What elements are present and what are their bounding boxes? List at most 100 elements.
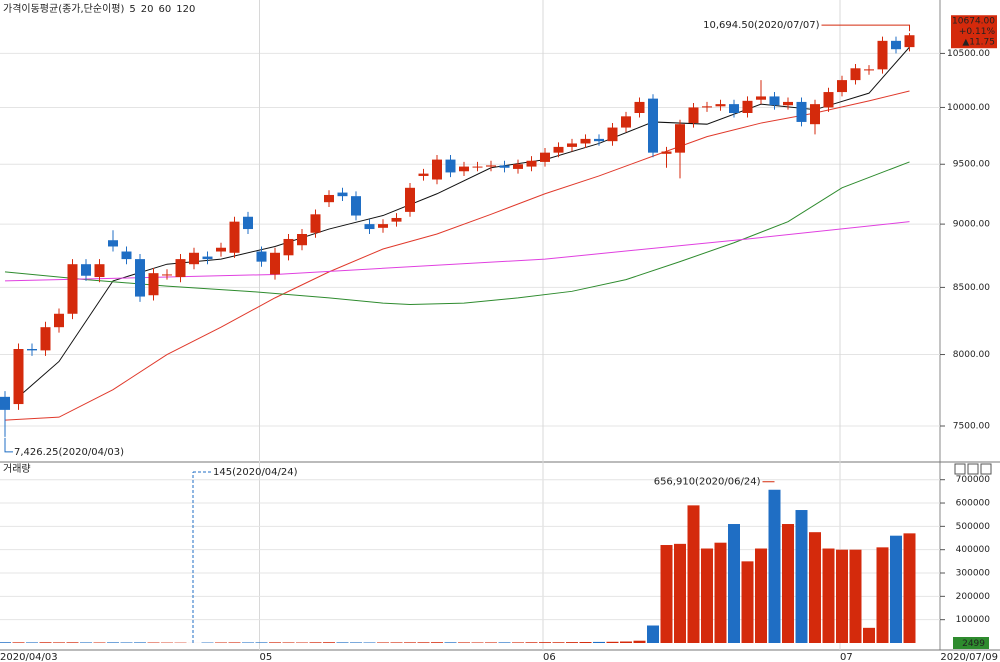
volume-bar [566, 642, 578, 643]
legend-entry: 20 [141, 4, 154, 15]
y-tick-label: 300000 [956, 569, 991, 579]
volume-bar [701, 548, 713, 643]
current-volume-box [953, 637, 989, 649]
volume-bar [674, 543, 686, 643]
volume-bar [107, 642, 119, 643]
candle-body [621, 116, 631, 128]
y-tick-label: 9500.00 [953, 160, 990, 170]
price-box-text: +0.11% [959, 27, 996, 37]
volume-bar [755, 548, 767, 643]
candle-body [567, 143, 577, 147]
y-tick-label: 500000 [956, 522, 991, 532]
volume-bar [512, 642, 524, 643]
x-tick-label: 07 [840, 652, 853, 662]
candle-body [40, 327, 51, 351]
candle-body [499, 165, 510, 168]
candle-body [459, 166, 469, 172]
chart-title: 가격이동평균(종가,단순이평) [3, 2, 124, 15]
volume-bar [377, 642, 389, 643]
volume-bar [633, 640, 646, 643]
volume-bar [458, 642, 470, 643]
candle-body [580, 138, 591, 144]
volume-bar [782, 524, 794, 643]
candle-body [283, 238, 294, 256]
price-box [951, 15, 997, 49]
candle-body [877, 40, 888, 70]
volume-bar [309, 642, 322, 643]
volume-bar [741, 561, 754, 643]
candle-body [675, 124, 685, 153]
candle-body [337, 192, 348, 197]
y-tick-label: 200000 [956, 592, 991, 602]
candle-body [418, 173, 429, 176]
candle-body [243, 216, 253, 230]
candle-body [378, 224, 388, 228]
candle-body [54, 313, 64, 328]
x-tick-label: 05 [260, 652, 273, 662]
volume-bar [39, 642, 52, 643]
candle-body [742, 100, 753, 114]
candle-body [297, 233, 307, 246]
candle-body [864, 69, 874, 71]
volume-bar [539, 642, 551, 643]
candle-body [715, 104, 726, 107]
volume-panel-buttons[interactable] [954, 463, 992, 475]
annotation-leader [821, 24, 910, 32]
candle-body [108, 240, 118, 247]
candle-body [432, 159, 442, 180]
volume-bar [26, 642, 38, 643]
candle-body [0, 396, 10, 410]
volume-bar [768, 489, 781, 643]
y-tick-label: 600000 [956, 499, 991, 509]
candle-body [688, 107, 699, 124]
candle-body [189, 252, 199, 265]
candle-body [310, 214, 321, 233]
volume-bar [647, 625, 659, 643]
volume-bar [215, 642, 227, 643]
candle-body [850, 68, 861, 81]
x-tick-label: 2020/04/03 [0, 652, 58, 662]
candle-body [351, 196, 361, 216]
y-tick-label: 9000.00 [953, 220, 990, 230]
button[interactable] [980, 463, 992, 475]
volume-bar [498, 642, 511, 643]
volume-bar [903, 533, 916, 643]
volume-bar [849, 549, 862, 643]
candle-body [634, 101, 645, 114]
volume-bar [471, 642, 484, 643]
volume-bar [390, 642, 403, 643]
volume-bar [242, 642, 254, 643]
candle-body [135, 259, 145, 297]
legend-entry: 60 [159, 4, 172, 15]
candle-body [405, 187, 415, 212]
volume-bar [93, 642, 106, 643]
candle-body [553, 146, 564, 153]
moving-average-line [4, 161, 910, 305]
candle-body [216, 247, 226, 252]
volume-bar [809, 532, 821, 643]
candle-body [729, 104, 739, 114]
volume-bar [80, 642, 92, 643]
volume-bar [795, 510, 808, 643]
y-tick-label: 400000 [956, 545, 991, 555]
candle-body [837, 80, 847, 93]
volume-bar [134, 642, 146, 643]
candle-body [702, 106, 712, 108]
volume-bar [53, 642, 65, 643]
candle-body [162, 274, 172, 276]
moving-average-line [4, 90, 910, 421]
volume-bar [836, 549, 848, 643]
candle-body [783, 101, 793, 106]
volume-bar [660, 545, 673, 643]
candle-body [756, 96, 766, 100]
candle-body [891, 40, 901, 50]
volume-bar [282, 642, 295, 643]
candle-body [391, 217, 402, 222]
button[interactable] [967, 463, 979, 475]
button[interactable] [954, 463, 966, 475]
candle-body [661, 151, 672, 154]
candle-body [796, 101, 807, 122]
volume-bar [444, 642, 457, 643]
y-tick-label: 10500.00 [947, 49, 990, 59]
